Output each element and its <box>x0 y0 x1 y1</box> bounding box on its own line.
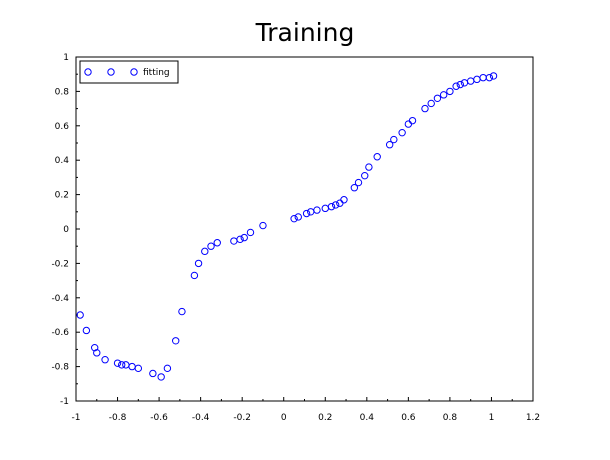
plot-area-frame <box>75 56 534 402</box>
data-points <box>76 72 498 381</box>
data-point <box>385 141 394 149</box>
x-tick-label: -0.6 <box>150 413 168 423</box>
y-tick-label: -1 <box>60 397 69 407</box>
data-point <box>113 359 122 367</box>
data-point <box>82 326 91 335</box>
data-point <box>361 171 369 180</box>
data-point <box>290 214 298 223</box>
x-tick-label: -0.4 <box>192 413 210 423</box>
data-point <box>157 373 165 381</box>
y-tick-label: 1 <box>63 53 69 63</box>
data-point <box>76 311 84 319</box>
data-point <box>302 209 311 218</box>
x-tick-label: 0.6 <box>401 413 416 423</box>
data-point <box>178 307 186 316</box>
x-tick-label: -0.2 <box>233 413 251 423</box>
y-tick-label: -0.2 <box>51 259 69 269</box>
data-point <box>149 369 157 378</box>
data-point <box>128 362 136 371</box>
data-point <box>404 120 413 128</box>
data-point <box>473 75 481 84</box>
x-tick-label: 0.8 <box>443 413 458 423</box>
y-tick-label: 0.8 <box>55 87 70 97</box>
y-axis: 1 0.8 0.6 0.4 0.2 0 -0.2 -0.4 -0.6 -0.8 -1 <box>51 53 80 407</box>
data-point <box>294 213 302 221</box>
data-point <box>240 233 248 242</box>
data-point <box>321 204 329 213</box>
data-point <box>207 242 215 250</box>
x-tick-label: 0.2 <box>318 413 332 423</box>
data-point <box>350 184 359 192</box>
data-point <box>421 104 429 113</box>
data-point <box>460 79 469 87</box>
x-tick-label: 1.2 <box>526 413 540 423</box>
data-point <box>213 239 221 247</box>
data-point <box>246 228 255 237</box>
data-point <box>307 208 315 216</box>
legend-marker <box>107 68 115 76</box>
data-point <box>452 82 460 90</box>
x-tick-label: 1 <box>489 413 495 423</box>
legend: fitting <box>79 60 179 84</box>
x-tick-label: -1 <box>72 413 81 423</box>
data-point <box>433 94 442 102</box>
data-point <box>259 221 267 230</box>
data-point <box>365 163 373 171</box>
data-point <box>172 337 180 345</box>
chart-title: Training <box>255 18 355 47</box>
data-point <box>485 73 494 82</box>
data-point <box>390 135 398 144</box>
data-point <box>427 99 435 108</box>
data-point <box>354 178 363 187</box>
legend-marker <box>130 68 138 76</box>
data-point <box>90 343 99 352</box>
data-point <box>313 206 321 214</box>
data-point <box>93 349 101 357</box>
x-tick-label: 0 <box>281 413 287 423</box>
data-point <box>336 199 344 207</box>
data-point <box>118 361 126 369</box>
data-point <box>331 201 340 209</box>
y-tick-label: 0.6 <box>55 122 70 132</box>
data-point <box>489 72 498 80</box>
y-tick-label: -0.8 <box>51 363 69 373</box>
data-point <box>163 364 172 373</box>
legend-box <box>79 60 179 84</box>
data-point <box>230 237 238 245</box>
x-tick-label: 0.4 <box>360 413 375 423</box>
data-point <box>373 153 381 161</box>
y-tick-label: 0.4 <box>55 156 70 166</box>
data-point <box>466 77 475 85</box>
data-point <box>479 73 487 82</box>
x-tick-label: -0.8 <box>109 413 127 423</box>
data-point <box>398 128 406 137</box>
data-point <box>190 271 199 280</box>
x-axis: -1 -0.8 -0.6 -0.4 -0.2 0 0.2 0.4 0.6 0.8 1 1.2 <box>72 397 540 423</box>
y-tick-label: -0.6 <box>51 328 69 338</box>
data-point <box>456 80 464 89</box>
y-tick-label: -0.4 <box>51 294 69 304</box>
data-point <box>446 87 454 96</box>
data-point <box>236 235 244 244</box>
data-point <box>327 202 336 211</box>
data-point <box>201 247 209 256</box>
data-point <box>122 361 130 369</box>
data-point <box>134 364 143 373</box>
data-point <box>194 259 203 268</box>
data-point <box>101 356 109 364</box>
legend-marker <box>84 68 92 76</box>
y-tick-label: 0.2 <box>55 191 69 201</box>
y-tick-label: 0 <box>63 225 69 235</box>
data-point <box>439 91 448 99</box>
data-point <box>340 196 348 204</box>
data-point <box>408 116 417 125</box>
legend-label-fitting: fitting <box>143 68 170 78</box>
